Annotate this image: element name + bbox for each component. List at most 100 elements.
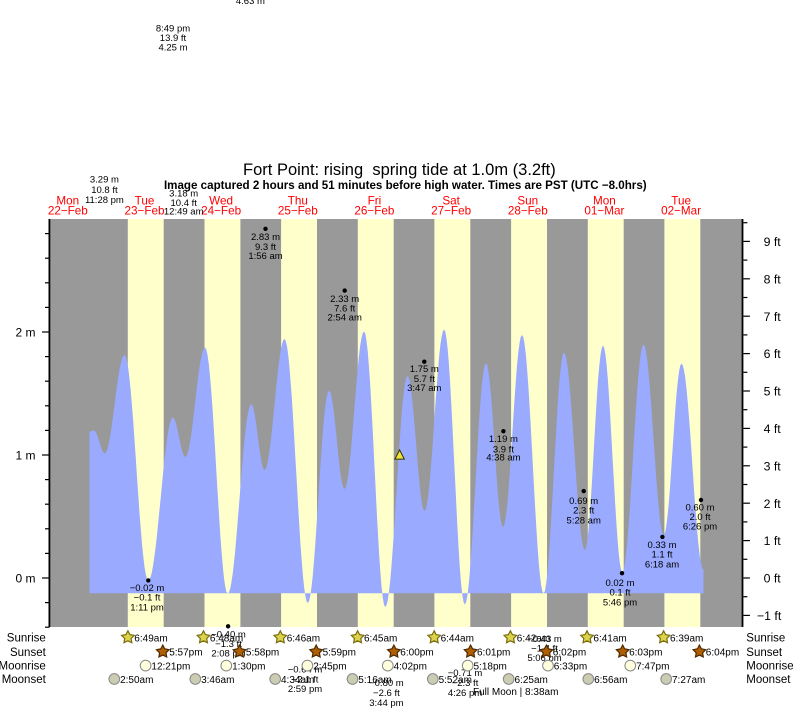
svg-text:4.63 m: 4.63 m (236, 0, 265, 7)
svg-text:5:59pm: 5:59pm (323, 648, 356, 659)
svg-text:Sunrise: Sunrise (7, 633, 46, 645)
svg-text:6:25am: 6:25am (515, 675, 548, 686)
svg-text:6:48am: 6:48am (210, 633, 243, 644)
svg-text:6:46am: 6:46am (287, 633, 320, 644)
svg-text:5:06 pm: 5:06 pm (527, 653, 561, 664)
svg-text:Sunset: Sunset (10, 647, 47, 659)
svg-text:3.18 m: 3.18 m (169, 188, 198, 199)
svg-text:24−Feb: 24−Feb (201, 205, 241, 218)
svg-text:2 ft: 2 ft (764, 497, 782, 511)
svg-text:1 ft: 1 ft (764, 534, 782, 548)
svg-text:6:26 pm: 6:26 pm (683, 522, 717, 533)
svg-text:1.19 m: 1.19 m (489, 434, 518, 445)
svg-text:Wed: Wed (209, 195, 233, 208)
svg-text:4.25 m: 4.25 m (158, 43, 187, 54)
svg-text:6:02pm: 6:02pm (553, 648, 586, 659)
svg-text:Moonrise: Moonrise (746, 661, 793, 673)
svg-text:4 ft: 4 ft (764, 422, 782, 436)
svg-text:28−Feb: 28−Feb (508, 205, 548, 218)
svg-text:1.75 m: 1.75 m (410, 364, 439, 375)
svg-text:5:28 am: 5:28 am (567, 515, 601, 526)
svg-text:23−Feb: 23−Feb (125, 205, 165, 218)
svg-text:7:27am: 7:27am (672, 675, 705, 686)
svg-text:Tue: Tue (135, 195, 155, 208)
svg-text:7 ft: 7 ft (764, 310, 782, 324)
svg-text:5:46 pm: 5:46 pm (603, 597, 637, 608)
svg-text:3:44 pm: 3:44 pm (369, 698, 403, 709)
svg-text:2 m: 2 m (15, 326, 35, 340)
svg-text:6:00pm: 6:00pm (400, 648, 433, 659)
svg-text:10.8 ft: 10.8 ft (91, 185, 118, 196)
svg-text:−0.40 m: −0.40 m (211, 629, 246, 640)
svg-text:1:56 am: 1:56 am (248, 251, 282, 262)
svg-text:3:47 am: 3:47 am (407, 383, 441, 394)
svg-text:4:38 am: 4:38 am (486, 453, 520, 464)
svg-text:0.60 m: 0.60 m (685, 502, 714, 513)
svg-text:−2.6 ft: −2.6 ft (373, 688, 400, 699)
svg-text:Moonset: Moonset (2, 674, 47, 686)
svg-text:25−Feb: 25−Feb (278, 205, 318, 218)
svg-text:Sat: Sat (442, 195, 460, 208)
svg-text:−1 ft: −1 ft (757, 609, 782, 623)
svg-text:12:49 am: 12:49 am (164, 207, 204, 218)
svg-text:2.0 ft: 2.0 ft (689, 512, 710, 523)
svg-text:−2.1 ft: −2.1 ft (292, 674, 319, 685)
svg-text:Moonset: Moonset (746, 674, 791, 686)
svg-text:8:49 pm: 8:49 pm (156, 24, 190, 35)
svg-text:3.29 m: 3.29 m (90, 175, 119, 186)
svg-text:5:18pm: 5:18pm (474, 662, 507, 673)
svg-text:1:30pm: 1:30pm (232, 662, 265, 673)
svg-text:1.1 ft: 1.1 ft (651, 550, 672, 561)
svg-text:−0.1 ft: −0.1 ft (134, 593, 161, 604)
svg-text:2.33 m: 2.33 m (330, 294, 359, 305)
svg-text:4:34am: 4:34am (281, 675, 314, 686)
svg-text:4:02pm: 4:02pm (394, 662, 427, 673)
svg-text:0 ft: 0 ft (764, 572, 782, 586)
svg-text:9 ft: 9 ft (764, 235, 782, 249)
svg-text:22−Feb: 22−Feb (48, 205, 88, 218)
svg-text:10.4 ft: 10.4 ft (170, 198, 197, 209)
svg-text:6:39am: 6:39am (670, 633, 703, 644)
svg-text:26−Feb: 26−Feb (354, 205, 394, 218)
svg-text:1:11 pm: 1:11 pm (130, 602, 164, 613)
svg-text:2:59 pm: 2:59 pm (288, 684, 322, 695)
svg-text:7.6 ft: 7.6 ft (334, 304, 355, 315)
svg-text:6:56am: 6:56am (594, 675, 627, 686)
svg-text:0.33 m: 0.33 m (647, 540, 676, 551)
svg-text:Sunset: Sunset (746, 647, 783, 659)
svg-text:13.9 ft: 13.9 ft (160, 33, 187, 44)
svg-text:0 m: 0 m (15, 572, 35, 586)
svg-text:6:41am: 6:41am (593, 633, 626, 644)
svg-text:8 ft: 8 ft (764, 272, 782, 286)
svg-text:6:04pm: 6:04pm (706, 648, 739, 659)
svg-text:0.69 m: 0.69 m (569, 496, 598, 507)
svg-text:7:47pm: 7:47pm (636, 662, 669, 673)
svg-text:2:45pm: 2:45pm (313, 662, 346, 673)
svg-text:1 m: 1 m (15, 449, 35, 463)
svg-text:Tue: Tue (671, 195, 691, 208)
svg-text:0.02 m: 0.02 m (605, 578, 634, 589)
svg-text:2:54 am: 2:54 am (328, 312, 362, 323)
svg-text:2:08 pm: 2:08 pm (211, 649, 245, 660)
svg-text:Sun: Sun (517, 195, 538, 208)
svg-text:Fri: Fri (368, 195, 382, 208)
svg-text:3 ft: 3 ft (764, 459, 782, 473)
svg-text:−0.71 m: −0.71 m (448, 668, 483, 679)
svg-text:Full Moon | 8:38am: Full Moon | 8:38am (473, 687, 558, 698)
svg-text:2:50am: 2:50am (120, 675, 153, 686)
svg-text:6:03pm: 6:03pm (629, 648, 662, 659)
svg-text:−1.3 ft: −1.3 ft (215, 639, 242, 650)
svg-text:6:01pm: 6:01pm (477, 648, 510, 659)
svg-text:01−Mar: 01−Mar (584, 205, 624, 218)
svg-text:Image captured 2 hours and 51: Image captured 2 hours and 51 minutes be… (164, 179, 647, 192)
svg-text:2.3 ft: 2.3 ft (573, 506, 594, 517)
svg-text:6 ft: 6 ft (764, 347, 782, 361)
svg-text:−0.43 m: −0.43 m (527, 634, 562, 645)
svg-text:2.83 m: 2.83 m (251, 232, 280, 243)
svg-text:3.9 ft: 3.9 ft (493, 444, 514, 455)
svg-text:5:52am: 5:52am (439, 675, 472, 686)
svg-text:9.3 ft: 9.3 ft (255, 242, 276, 253)
svg-text:6:45am: 6:45am (364, 633, 397, 644)
svg-text:Thu: Thu (288, 195, 308, 208)
svg-text:5.7 ft: 5.7 ft (414, 374, 435, 385)
